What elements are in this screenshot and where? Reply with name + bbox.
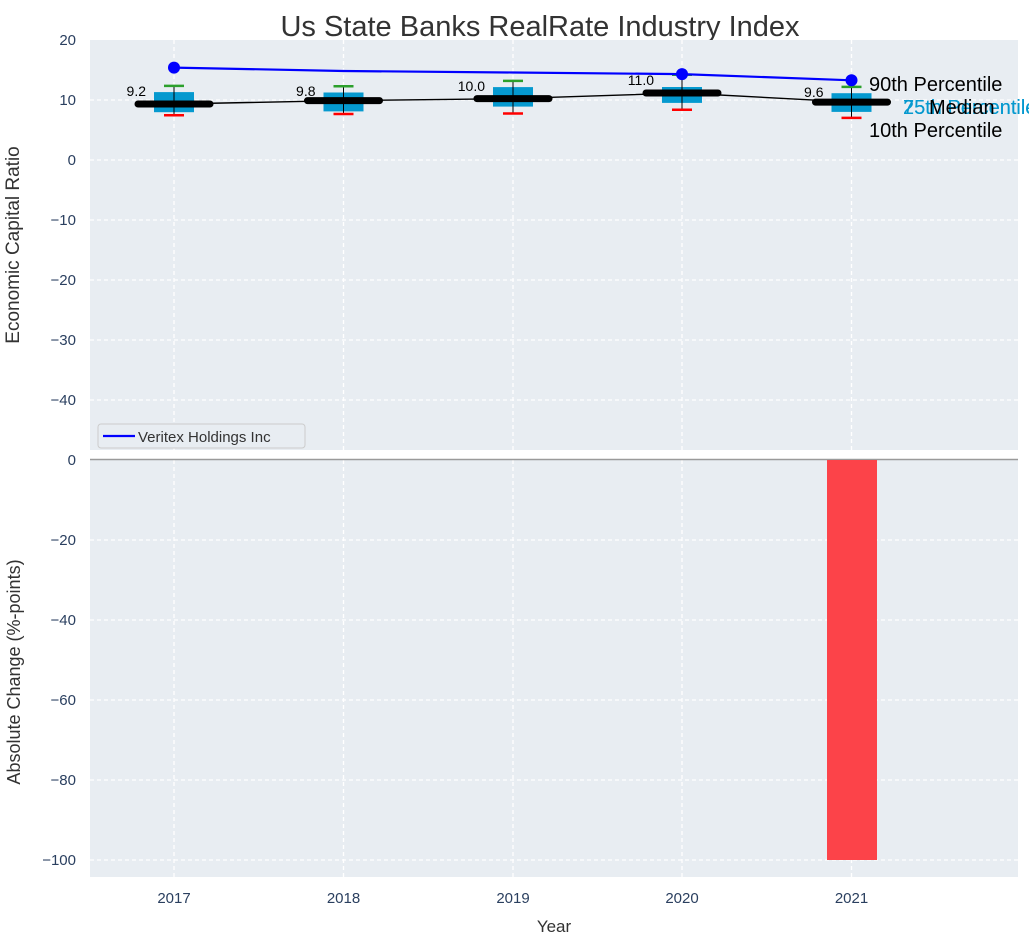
svg-text:2018: 2018 bbox=[327, 890, 360, 907]
svg-text:Us State Banks RealRate Indust: Us State Banks RealRate Industry Index bbox=[280, 11, 800, 43]
svg-text:−100: −100 bbox=[42, 852, 76, 869]
svg-text:20: 20 bbox=[59, 32, 76, 49]
svg-text:−20: −20 bbox=[51, 532, 76, 549]
svg-text:2020: 2020 bbox=[665, 890, 698, 907]
svg-text:9.8: 9.8 bbox=[296, 83, 316, 99]
svg-text:0: 0 bbox=[68, 152, 76, 169]
svg-text:90th Percentile: 90th Percentile bbox=[869, 74, 1002, 96]
svg-text:0: 0 bbox=[68, 452, 76, 469]
svg-text:10: 10 bbox=[59, 92, 76, 109]
svg-text:−30: −30 bbox=[51, 332, 76, 349]
svg-text:−40: −40 bbox=[51, 612, 76, 629]
svg-text:Veritex Holdings Inc: Veritex Holdings Inc bbox=[138, 429, 271, 446]
svg-text:−60: −60 bbox=[51, 692, 76, 709]
svg-text:−20: −20 bbox=[51, 272, 76, 289]
svg-text:−80: −80 bbox=[51, 772, 76, 789]
svg-text:Absolute Change (%-points): Absolute Change (%-points) bbox=[4, 559, 24, 784]
svg-text:Year: Year bbox=[537, 917, 572, 936]
svg-text:2019: 2019 bbox=[496, 890, 529, 907]
svg-text:Median: Median bbox=[929, 97, 995, 119]
svg-text:Economic Capital Ratio: Economic Capital Ratio bbox=[3, 146, 24, 343]
svg-text:−10: −10 bbox=[51, 212, 76, 229]
svg-text:9.6: 9.6 bbox=[804, 84, 824, 100]
svg-text:11.0: 11.0 bbox=[628, 72, 654, 88]
svg-text:2017: 2017 bbox=[157, 890, 190, 907]
svg-text:−40: −40 bbox=[51, 392, 76, 409]
svg-text:2021: 2021 bbox=[835, 890, 868, 907]
svg-text:9.2: 9.2 bbox=[127, 83, 147, 99]
svg-text:10th Percentile: 10th Percentile bbox=[869, 120, 1002, 142]
svg-text:10.0: 10.0 bbox=[458, 78, 485, 94]
